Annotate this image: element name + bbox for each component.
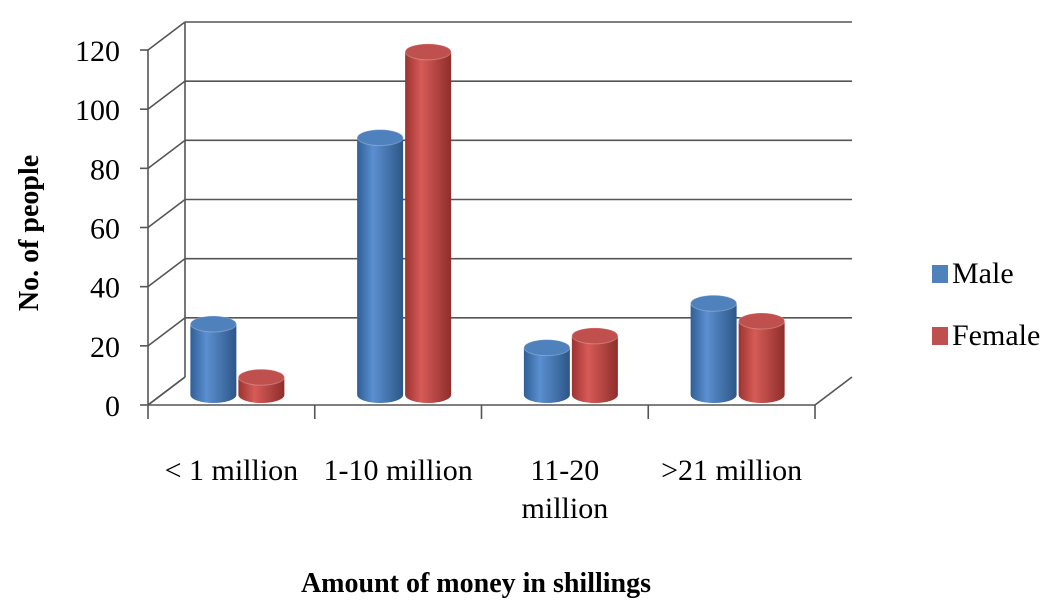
gridline-side xyxy=(147,258,186,288)
bar-female xyxy=(404,43,452,403)
bar-body xyxy=(405,51,452,403)
x-axis-labels: < 1 million 1-10 million 11-20 million >21 m… xyxy=(165,454,803,525)
y-axis-ticks: 0 20 40 60 80 100 120 xyxy=(75,35,148,423)
y-axis-title: No. of people xyxy=(14,155,45,311)
bar-top xyxy=(404,43,452,61)
floor-edge xyxy=(814,376,853,406)
gridline-side xyxy=(147,21,186,51)
bar-top xyxy=(738,312,786,330)
bar-body xyxy=(690,303,737,403)
bar-male xyxy=(690,294,738,403)
floor-edge xyxy=(147,376,186,406)
bar-body xyxy=(571,335,618,403)
bar-top xyxy=(571,327,619,345)
y-tick-label: 20 xyxy=(90,331,120,364)
y-tick-label: 100 xyxy=(75,94,120,127)
y-tick-label: 40 xyxy=(90,272,120,305)
bar-top xyxy=(690,294,738,312)
bar-female xyxy=(738,312,786,403)
bar-female xyxy=(237,368,285,403)
bar-body xyxy=(190,324,237,403)
x-category-label: million xyxy=(522,492,609,525)
bar-body xyxy=(738,321,785,403)
x-category-label: >21 million xyxy=(661,454,802,487)
legend-label-female: Female xyxy=(952,319,1040,352)
y-tick-label: 120 xyxy=(75,35,120,68)
x-category-label: < 1 million xyxy=(165,454,299,487)
y-tick-label: 60 xyxy=(90,213,120,246)
gridline-side xyxy=(147,317,186,347)
bar-top xyxy=(189,315,237,333)
bar-male xyxy=(523,339,571,403)
gridlines xyxy=(147,21,852,406)
bar-body xyxy=(357,137,404,403)
bar-top xyxy=(237,368,285,386)
x-category-label: 1-10 million xyxy=(324,454,473,487)
bar-body xyxy=(523,347,570,403)
gridline-side xyxy=(147,80,186,110)
y-tick-label: 0 xyxy=(105,390,120,423)
gridline-side xyxy=(147,139,186,169)
legend: Male Female xyxy=(932,257,1040,352)
legend-label-male: Male xyxy=(952,257,1014,290)
y-tick-label: 80 xyxy=(90,153,120,186)
bar-male xyxy=(189,315,237,403)
bars xyxy=(189,43,786,403)
bar-top xyxy=(523,339,571,357)
x-axis-title: Amount of money in shillings xyxy=(301,568,651,599)
x-category-label: 11-20 xyxy=(530,454,599,487)
bar-female xyxy=(571,327,619,403)
bar-top xyxy=(356,129,404,147)
legend-swatch-female xyxy=(932,327,948,345)
gridline-side xyxy=(147,198,186,229)
bar-male xyxy=(356,129,404,403)
legend-swatch-male xyxy=(932,265,948,283)
